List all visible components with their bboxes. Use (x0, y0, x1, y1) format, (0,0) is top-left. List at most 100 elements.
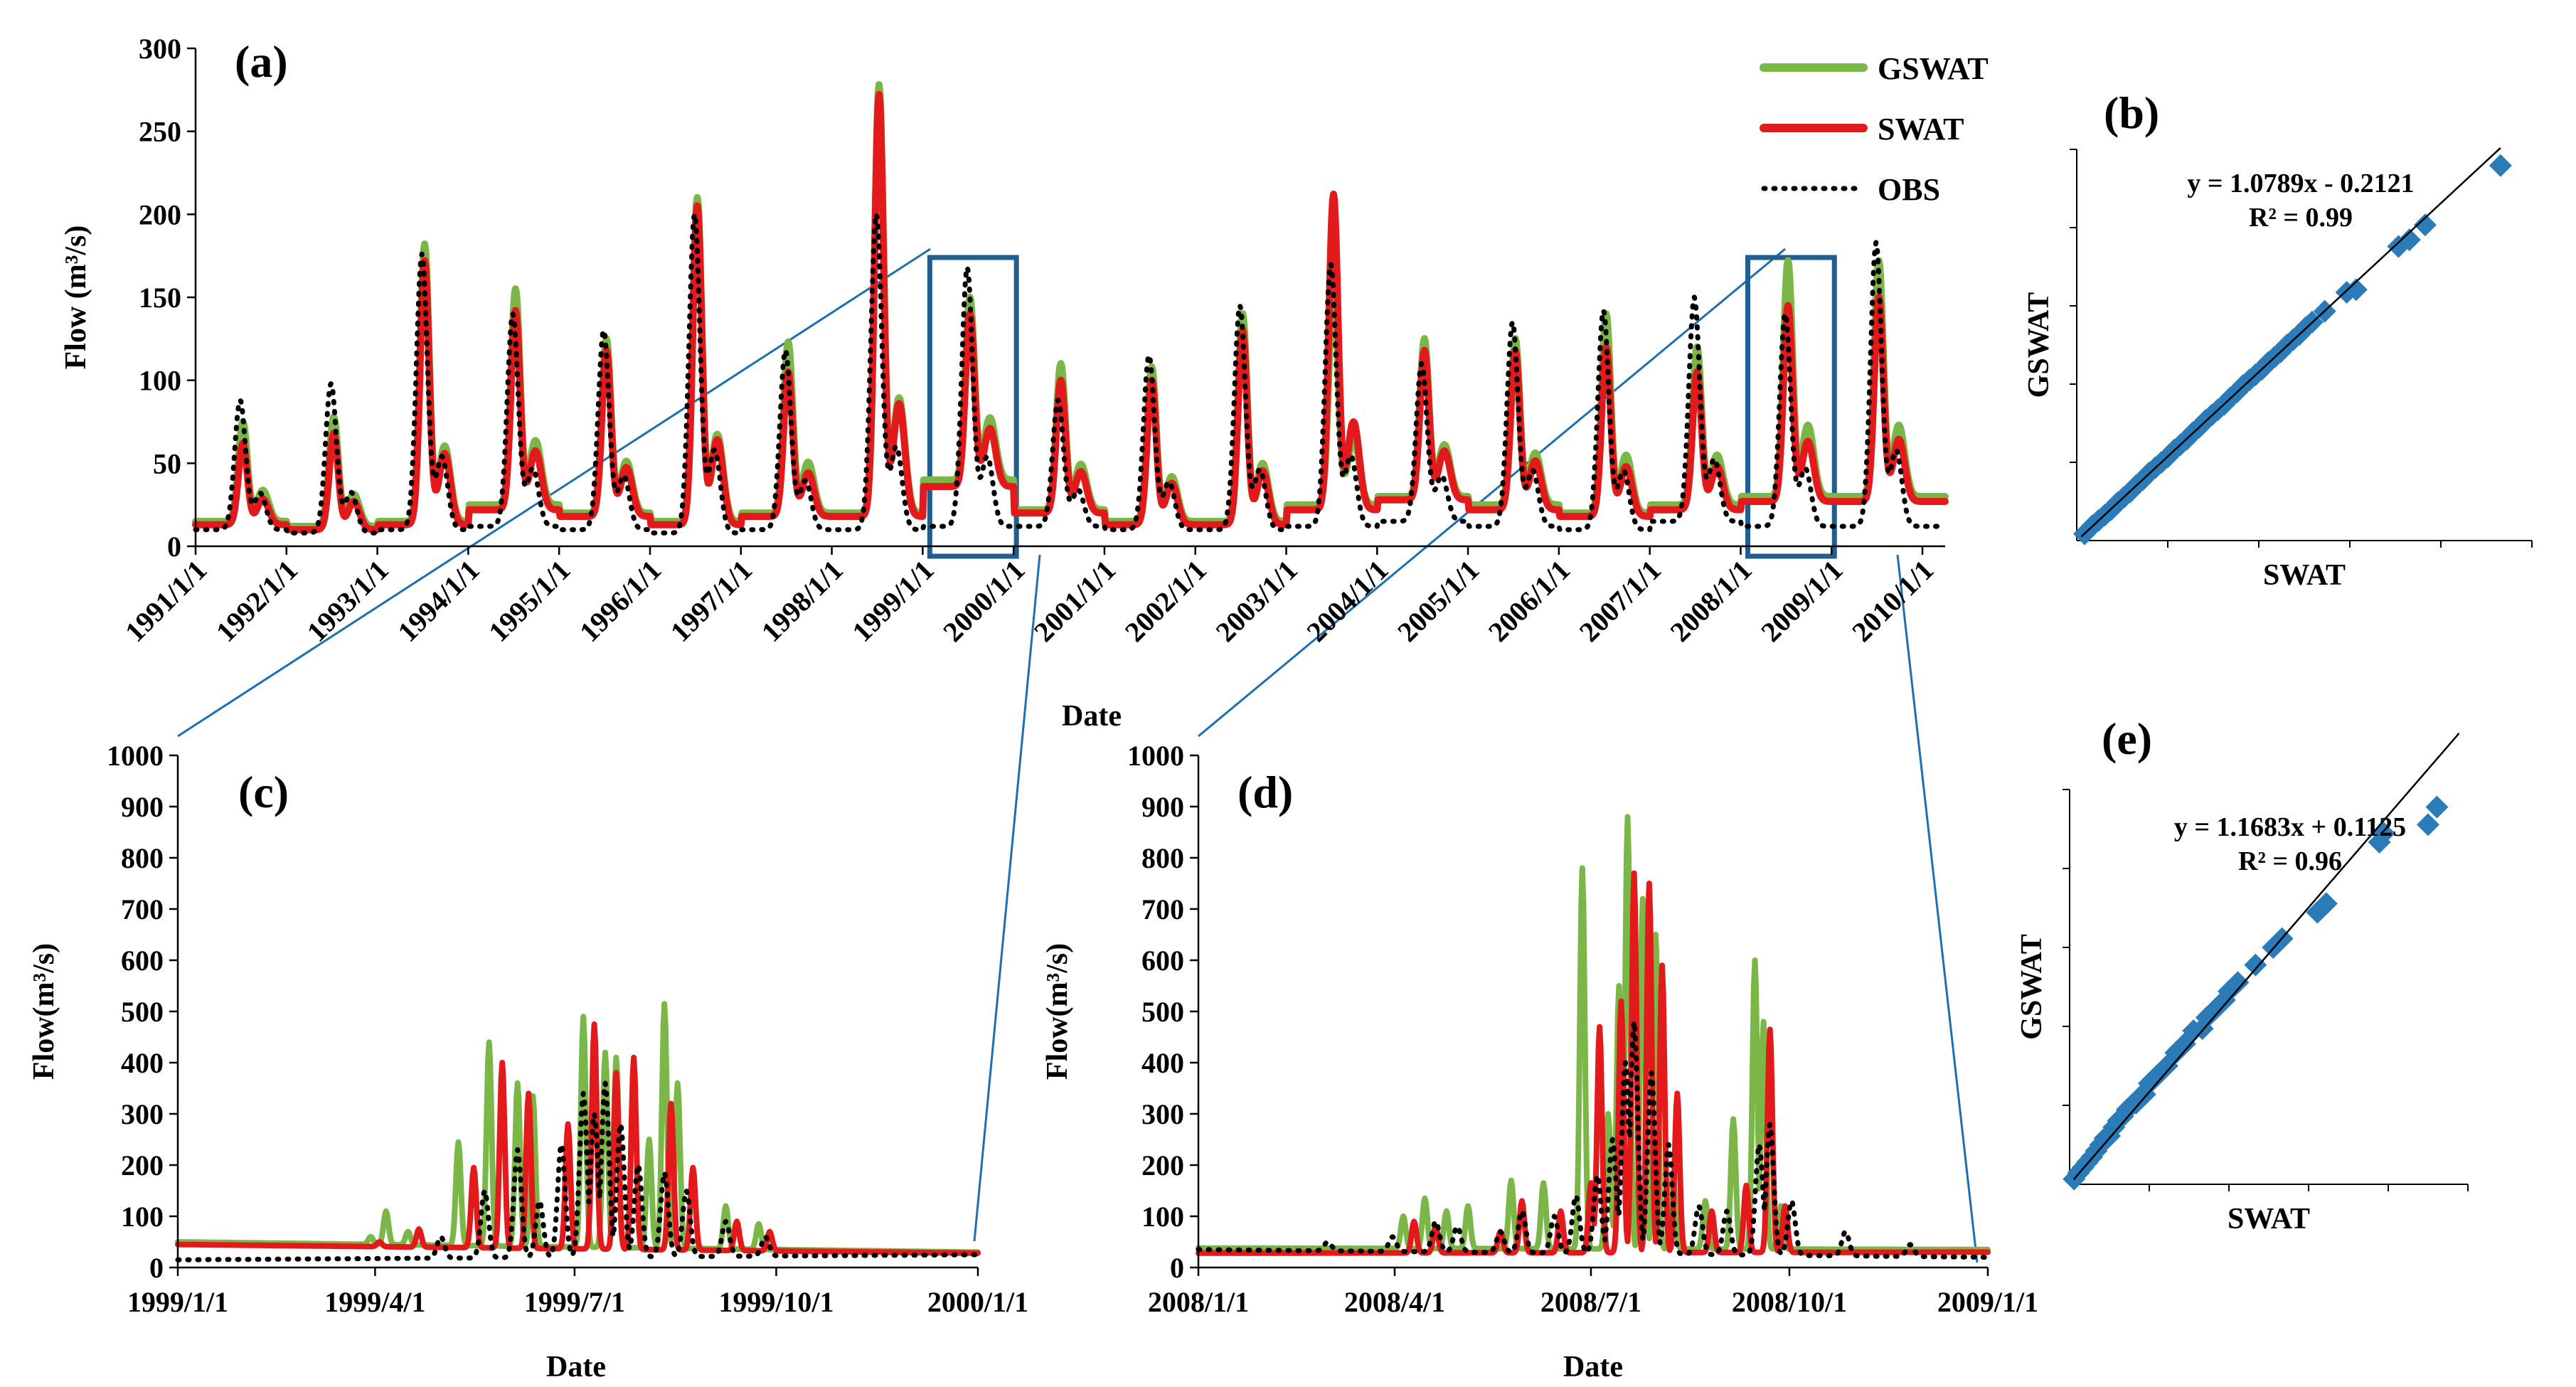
trendline-equation: y = 1.1683x + 0.1125 (2174, 812, 2406, 842)
y-tick-label: 0 (167, 531, 181, 563)
y-tick-label: 1000 (1127, 740, 1184, 772)
y-tick-label: 0 (1170, 1252, 1184, 1284)
y-axis-title: Flow(m³/s) (28, 943, 60, 1080)
y-axis-title: Flow (m³/s) (60, 225, 92, 370)
highlight-box-2 (1745, 255, 1837, 559)
x-axis-title: SWAT (2228, 1203, 2310, 1235)
x-axis-title: Date (1062, 700, 1122, 733)
x-tick-label: 2009/1/1 (1755, 554, 1848, 648)
x-tick-label: 2007/1/1 (1573, 554, 1667, 648)
x-tick-label: 2001/1/1 (1028, 554, 1122, 648)
connector-a-to-d-left (1198, 248, 1786, 738)
panel-label: (b) (2104, 87, 2159, 138)
legend-label-obs: OBS (1878, 172, 1940, 207)
x-tick-label: 2008/7/1 (1540, 1286, 1641, 1318)
trendline (2080, 147, 2501, 538)
connector-a-to-c-right (973, 554, 1041, 1242)
series-swat (175, 1021, 981, 1256)
x-tick-label: 2009/1/1 (1937, 1286, 2038, 1318)
y-tick-label: 250 (139, 116, 181, 148)
x-tick-label: 2008/1/1 (1148, 1286, 1249, 1318)
trendline (2072, 733, 2460, 1181)
scatter-point (2417, 813, 2439, 836)
y-tick-label: 100 (139, 365, 181, 397)
x-tick-label: 1999/1/1 (127, 1286, 228, 1318)
panel-label: (a) (235, 36, 288, 87)
x-tick-label: 2008/4/1 (1344, 1286, 1445, 1318)
x-tick-label: 1998/1/1 (755, 554, 849, 648)
zoom-connectors (177, 248, 1979, 1263)
x-tick-label: 2006/1/1 (1482, 554, 1576, 648)
x-tick-label: 1999/7/1 (524, 1286, 625, 1318)
y-tick-label: 100 (121, 1201, 164, 1233)
x-axis-title: Date (546, 1351, 606, 1383)
scatter-panel-b: y = 1.0789x - 0.2121 R² = 0.99 SWAT GSWAT (b… (2023, 87, 2533, 592)
trendline-equation: y = 1.0789x - 0.2121 (2187, 169, 2414, 198)
x-tick-label: 2008/1/1 (1664, 554, 1757, 648)
y-tick-label: 700 (121, 893, 164, 925)
y-tick-label: 100 (1141, 1201, 1184, 1233)
x-tick-label: 1995/1/1 (482, 554, 576, 648)
y-tick-label: 500 (1141, 996, 1184, 1028)
x-tick-label: 1991/1/1 (119, 554, 213, 648)
y-tick-label: 200 (139, 198, 181, 230)
series-gswat (1196, 814, 1991, 1253)
y-axis-title: GSWAT (2023, 292, 2055, 398)
series-swat (1196, 870, 1991, 1256)
scatter-point (2244, 953, 2267, 977)
connector-a-to-d-right (1896, 554, 1979, 1263)
scatter-panel-e: y = 1.1683x + 0.1125 R² = 0.96 SWAT GSWAT (e… (2016, 713, 2469, 1235)
series-obs (1196, 1019, 1991, 1260)
y-tick-label: 600 (1141, 945, 1184, 977)
scatter-point (2425, 795, 2449, 819)
x-tick-label: 1996/1/1 (573, 554, 667, 648)
highlight-box-1 (927, 255, 1019, 559)
x-tick-label: 1997/1/1 (664, 554, 758, 648)
x-tick-label: 1999/10/1 (718, 1286, 834, 1318)
y-tick-label: 800 (121, 842, 164, 874)
x-tick-label: 1999/1/1 (846, 554, 940, 648)
series-swat (192, 90, 1949, 533)
x-tick-label: 2002/1/1 (1119, 554, 1213, 648)
y-tick-label: 300 (121, 1098, 164, 1130)
panel-label: (d) (1238, 767, 1293, 817)
y-tick-label: 400 (1141, 1047, 1184, 1079)
scatter-point (2397, 228, 2421, 252)
x-tick-label: 1993/1/1 (301, 554, 395, 648)
y-tick-label: 1000 (107, 740, 164, 772)
chart-panel-c: 0 100 200 300 400 500 600 700 800 900 1000 1999/1/1… (28, 740, 1028, 1383)
x-tick-label: 2005/1/1 (1391, 554, 1485, 648)
series-obs (175, 1080, 981, 1263)
connector-a-to-c-left (177, 248, 931, 738)
panel-label: (e) (2102, 713, 2152, 764)
chart-panel-a: 0 50 100 150 200 250 300 1991/1/11992/1/11993/1… (60, 33, 1989, 733)
y-tick-label: 700 (1141, 893, 1184, 925)
x-axis-title: SWAT (2263, 559, 2346, 592)
x-tick-label: 2010/1/1 (1846, 554, 1939, 648)
y-axis-title: GSWAT (2016, 934, 2048, 1040)
y-tick-label: 500 (121, 996, 164, 1028)
y-tick-label: 200 (1141, 1149, 1184, 1181)
y-tick-label: 300 (1141, 1098, 1184, 1130)
series-obs (193, 211, 1948, 536)
chart-panel-d: 0 100 200 300 400 500 600 700 800 900 1000 2008/1/1… (1041, 740, 2038, 1383)
x-tick-label: 2008/10/1 (1732, 1286, 1847, 1318)
scatter-point (2226, 971, 2250, 994)
x-tick-label: 2000/1/1 (937, 554, 1031, 648)
r-squared: R² = 0.96 (2238, 846, 2342, 876)
y-tick-label: 900 (121, 791, 164, 823)
x-tick-label: 2000/1/1 (927, 1286, 1028, 1318)
y-axis-title: Flow(m³/s) (1041, 943, 1074, 1080)
legend-label-gswat: GSWAT (1878, 51, 1989, 86)
y-tick-label: 150 (139, 282, 181, 314)
r-squared: R² = 0.99 (2249, 203, 2353, 233)
panel-label: (c) (238, 767, 289, 817)
legend-label-swat: SWAT (1878, 112, 1964, 147)
x-tick-label: 2004/1/1 (1300, 554, 1394, 648)
scatter-point (2344, 278, 2368, 302)
y-tick-label: 600 (121, 945, 164, 977)
scatter-point (2413, 213, 2437, 237)
y-tick-label: 400 (121, 1047, 164, 1079)
y-tick-label: 300 (139, 33, 181, 65)
